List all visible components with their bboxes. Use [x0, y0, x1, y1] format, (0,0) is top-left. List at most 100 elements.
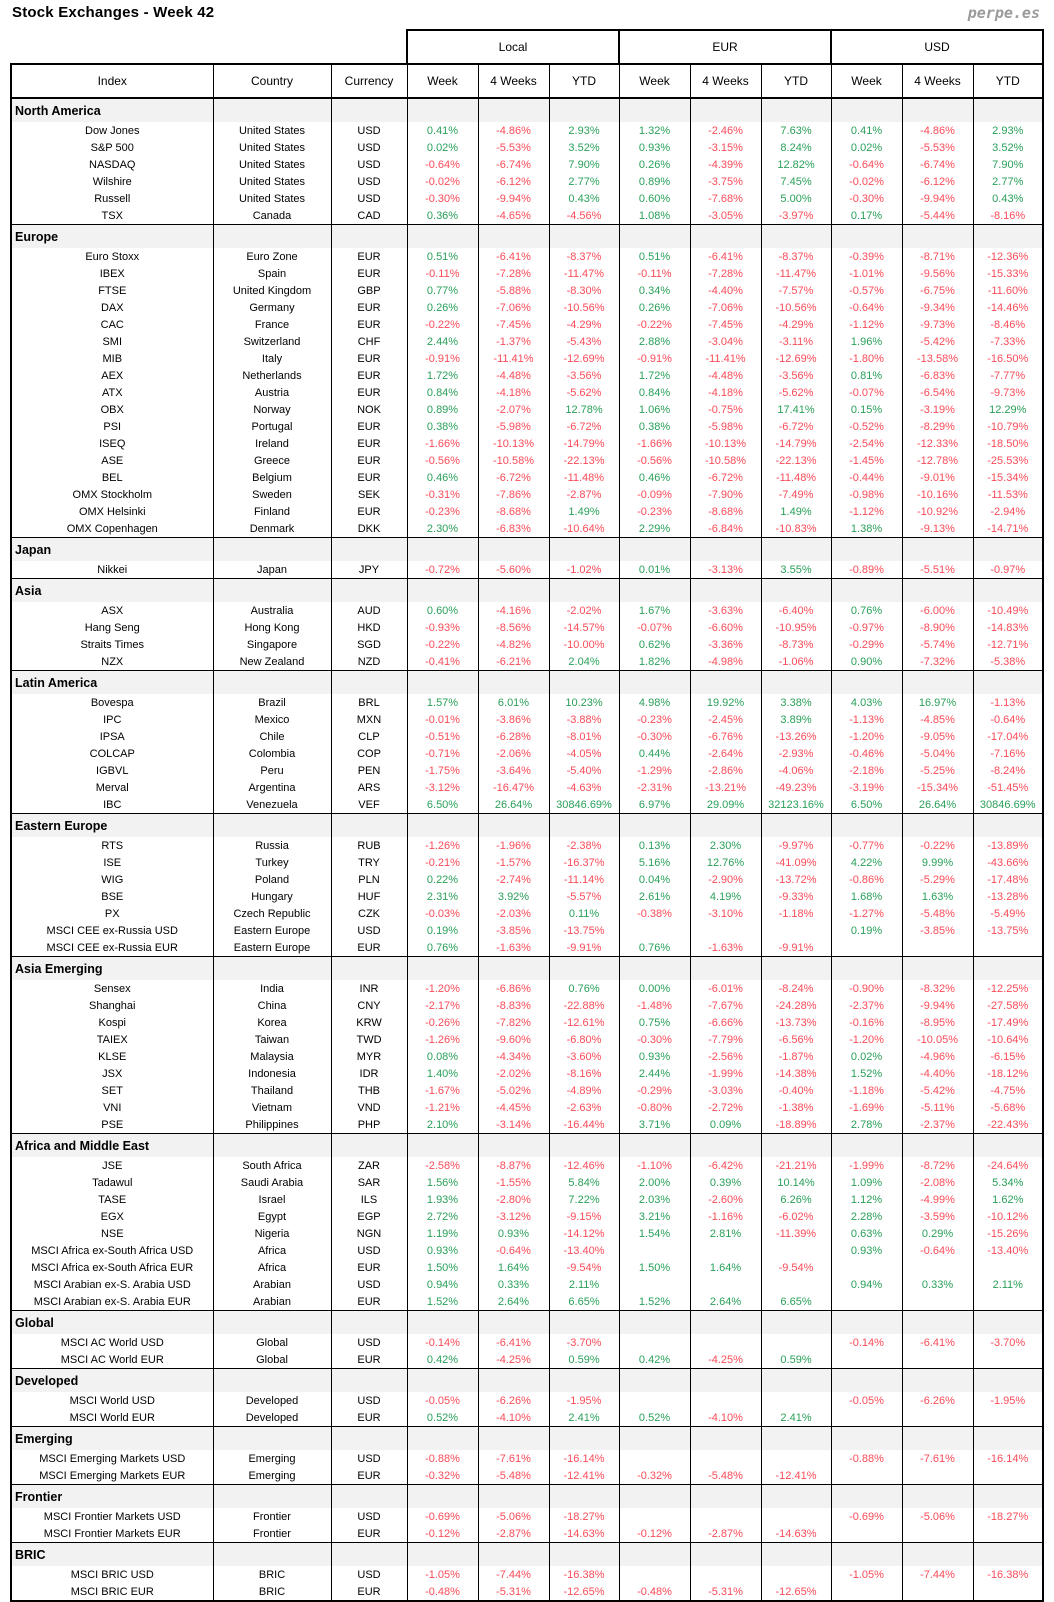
section-cell	[972, 813, 1045, 837]
section-cell	[760, 1368, 832, 1392]
cell-value: -22.13%	[760, 452, 832, 469]
cell-country: United States	[212, 139, 332, 156]
cell-currency: EUR	[330, 265, 408, 282]
cell-value: -17.49%	[972, 1014, 1045, 1031]
cell-index: BEL	[10, 469, 214, 486]
cell-value: -0.03%	[406, 905, 479, 922]
col-header-ytd: YTD	[760, 63, 832, 99]
cell-value: -3.86%	[477, 711, 550, 728]
cell-country: Saudi Arabia	[212, 1174, 332, 1191]
cell-country: Africa	[212, 1259, 332, 1276]
cell-value: -8.71%	[901, 248, 974, 265]
section-cell	[406, 1484, 479, 1508]
cell-value: 0.94%	[406, 1276, 479, 1293]
cell-value: -0.88%	[406, 1450, 479, 1467]
section-cell	[406, 813, 479, 837]
cell-value: 2.11%	[972, 1276, 1045, 1293]
cell-value: -5.74%	[901, 636, 974, 653]
table-row: NZX New Zealand NZD -0.41% -6.21% 2.04% 1.82% -…	[10, 653, 1045, 671]
section-cell	[212, 1310, 332, 1334]
cell-value: 1.09%	[830, 1174, 903, 1191]
cell-value: 7.63%	[760, 122, 832, 139]
cell-value: -3.13%	[689, 561, 762, 579]
cell-value: -0.46%	[830, 745, 903, 762]
table-row: AEX Netherlands EUR 1.72% -4.48% -3.56% 1.72% -…	[10, 367, 1045, 384]
cell-value: -5.44%	[901, 207, 974, 225]
cell-value: -0.11%	[618, 265, 691, 282]
cell-country: Austria	[212, 384, 332, 401]
cell-value: -3.64%	[477, 762, 550, 779]
table-row: MSCI Frontier Markets EUR Frontier EUR -0.1…	[10, 1525, 1045, 1543]
cell-value: -1.05%	[830, 1566, 903, 1583]
cell-currency: SGD	[330, 636, 408, 653]
cell-value: -8.72%	[901, 1157, 974, 1174]
section-cell	[212, 670, 332, 694]
section-cell	[406, 1426, 479, 1450]
section-cell	[830, 1133, 903, 1157]
table-row: TSX Canada CAD 0.36% -4.65% -4.56% 1.08% -3.05%…	[10, 207, 1045, 225]
cell-value: -14.63%	[760, 1525, 832, 1543]
cell-index: PSI	[10, 418, 214, 435]
cell-value: -7.44%	[901, 1566, 974, 1583]
cell-value: -2.18%	[830, 762, 903, 779]
cell-value: 1.63%	[901, 888, 974, 905]
cell-value	[830, 1467, 903, 1485]
cell-value: -7.82%	[477, 1014, 550, 1031]
cell-value: 2.77%	[972, 173, 1045, 190]
cell-value: 0.77%	[406, 282, 479, 299]
cell-index: ISE	[10, 854, 214, 871]
cell-index: ASE	[10, 452, 214, 469]
section-cell	[548, 97, 620, 122]
cell-currency: TWD	[330, 1031, 408, 1048]
cell-value: -0.14%	[406, 1334, 479, 1351]
cell-country: Malaysia	[212, 1048, 332, 1065]
brand-logo[interactable]: perpe.es	[967, 4, 1040, 22]
cell-value	[972, 1259, 1045, 1276]
cell-country: Canada	[212, 207, 332, 225]
cell-value: -8.68%	[689, 503, 762, 520]
cell-value	[618, 1566, 691, 1583]
cell-value: -1.13%	[830, 711, 903, 728]
cell-value: -6.41%	[901, 1334, 974, 1351]
table-row: CAC France EUR -0.22% -7.45% -4.29% -0.22% -7.4…	[10, 316, 1045, 333]
section-cell	[901, 1426, 974, 1450]
cell-value: 0.59%	[548, 1351, 620, 1369]
cell-country: Czech Republic	[212, 905, 332, 922]
cell-currency: BRL	[330, 694, 408, 711]
cell-value: 26.64%	[901, 796, 974, 814]
section-title: Asia Emerging	[10, 956, 214, 980]
cell-value: -3.97%	[760, 207, 832, 225]
section-cell	[618, 1484, 691, 1508]
cell-value: -9.13%	[901, 520, 974, 538]
cell-value: -3.14%	[477, 1116, 550, 1134]
cell-index: MSCI Africa ex-South Africa EUR	[10, 1259, 214, 1276]
cell-value: -4.45%	[477, 1099, 550, 1116]
table-row: IPC Mexico MXN -0.01% -3.86% -3.88% -0.23% -2.4…	[10, 711, 1045, 728]
cell-index: Sensex	[10, 980, 214, 997]
cell-value: -6.84%	[689, 520, 762, 538]
cell-index: MSCI Frontier Markets EUR	[10, 1525, 214, 1543]
cell-currency: USD	[330, 1334, 408, 1351]
cell-value: -12.65%	[548, 1583, 620, 1602]
table-row: NASDAQ United States USD -0.64% -6.74% 7.90% 0…	[10, 156, 1045, 173]
cell-value: 3.52%	[548, 139, 620, 156]
cell-value	[618, 1242, 691, 1259]
table-header: Local EUR USD Index Country Currency Week 4 Wee…	[10, 29, 1045, 99]
cell-value: -3.59%	[901, 1208, 974, 1225]
section-cell	[901, 813, 974, 837]
cell-value: 10.14%	[760, 1174, 832, 1191]
cell-value: -5.38%	[972, 653, 1045, 671]
cell-value: -0.22%	[406, 316, 479, 333]
cell-value: -8.32%	[901, 980, 974, 997]
cell-country: Vietnam	[212, 1099, 332, 1116]
cell-country: Israel	[212, 1191, 332, 1208]
section-title: Latin America	[10, 670, 214, 694]
section-cell	[972, 1310, 1045, 1334]
cell-value	[901, 1525, 974, 1543]
cell-value: 1.62%	[972, 1191, 1045, 1208]
cell-value: -13.75%	[548, 922, 620, 939]
cell-value: -6.74%	[901, 156, 974, 173]
cell-currency: MYR	[330, 1048, 408, 1065]
table-row: EGX Egypt EGP 2.72% -3.12% -9.15% 3.21% -1.16% -…	[10, 1208, 1045, 1225]
cell-currency: EUR	[330, 299, 408, 316]
